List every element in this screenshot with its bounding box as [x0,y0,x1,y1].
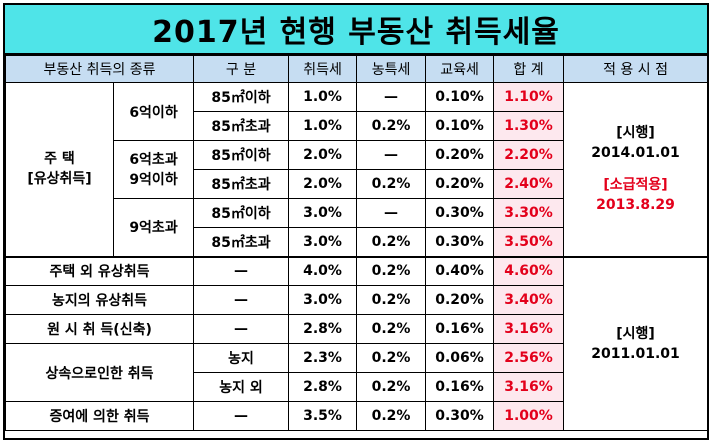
table-row: 6억초과 9억이하 85㎡이하 2.0% — 0.20% 2.20% [6,140,708,199]
table-row: 85㎡초과 3.0% 0.2% 0.30% 3.50% [6,227,708,257]
header-type: 부동산 취득의 종류 [4,55,195,83]
table-row: 주택 외 유상취득 — 4.0% 0.2% 0.40% 4.60% [시행] 2… [4,255,709,431]
table-row: 상속으로인한 취득 농지 2.3% 0.2% 0.06% 2.56% [4,343,708,402]
table-row: 농지 외 2.8% 0.2% 0.16% 3.16% [6,372,708,402]
table-row: 증여에 의한 취득 — 3.5% 0.2% 0.30% 1.00% [4,401,708,431]
housing-group-2: 6억초과 9억이하 [112,140,195,199]
header-total: 합 계 [493,55,565,83]
tax-rate-table: 부동산 취득의 종류 구 분 취득세 농특세 교육세 합 계 적 용 시 점 주… [4,55,709,431]
others-effective-date: [시행] 2011.01.01 [563,255,709,431]
table-title: 2017년 현행 부동산 취득세율 [5,5,707,55]
header-acquisition-tax: 취득세 [288,55,358,83]
inherit-label: 상속으로인한 취득 [4,343,195,402]
header-agri-tax: 농특세 [356,55,427,83]
housing-effective-date: [시행] 2014.01.01 [소급적용] 2013.8.29 [563,82,709,257]
table-row: 85㎡초과 1.0% 0.2% 0.10% 1.30% [6,111,708,141]
housing-group-1: 6억이하 [112,82,195,141]
housing-group-3: 9억초과 [112,198,195,257]
header-category: 구 분 [193,55,290,83]
header-edu-tax: 교육세 [425,55,495,83]
header-row: 부동산 취득의 종류 구 분 취득세 농특세 교육세 합 계 적 용 시 점 [4,55,709,83]
table-row: 주 택 [유상취득] 6억이하 85㎡이하 1.0% — 0.10% 1.10%… [5,82,709,257]
tax-rate-table-frame: 2017년 현행 부동산 취득세율 부동산 취득의 종류 구 분 취득세 농특세… [3,3,709,440]
header-effective-date: 적 용 시 점 [563,55,709,83]
housing-label: 주 택 [유상취득] [5,82,114,257]
